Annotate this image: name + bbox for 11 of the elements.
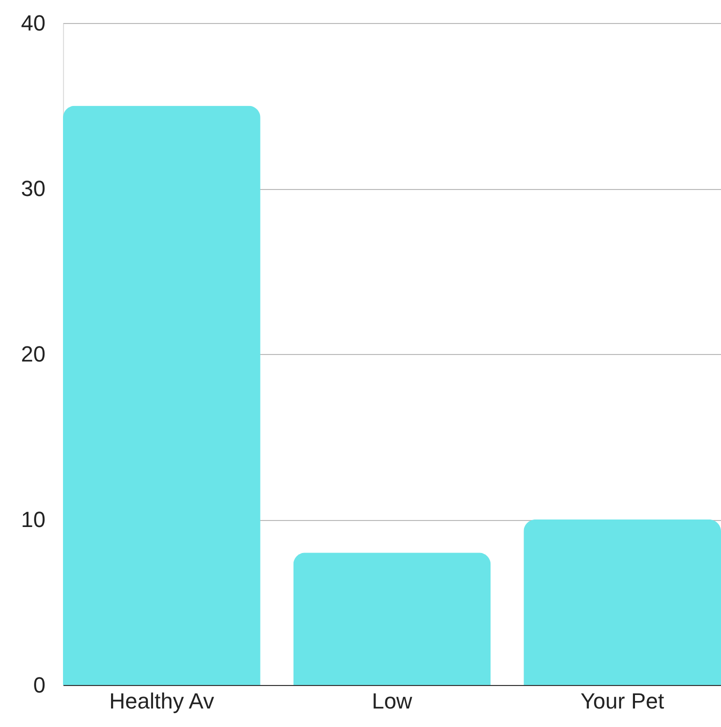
x-tick-label: Healthy Av xyxy=(109,688,214,714)
y-tick-label: 10 xyxy=(21,507,46,532)
bar xyxy=(524,520,721,685)
x-tick-label: Low xyxy=(372,688,412,714)
bar xyxy=(293,552,491,685)
y-tick-label: 0 xyxy=(33,672,46,698)
y-tick-label: 20 xyxy=(21,342,46,366)
y-tick-label: 40 xyxy=(21,10,46,36)
x-tick-label: Your Pet xyxy=(580,688,664,714)
y-tick-label: 30 xyxy=(21,176,46,201)
bar xyxy=(63,106,260,685)
